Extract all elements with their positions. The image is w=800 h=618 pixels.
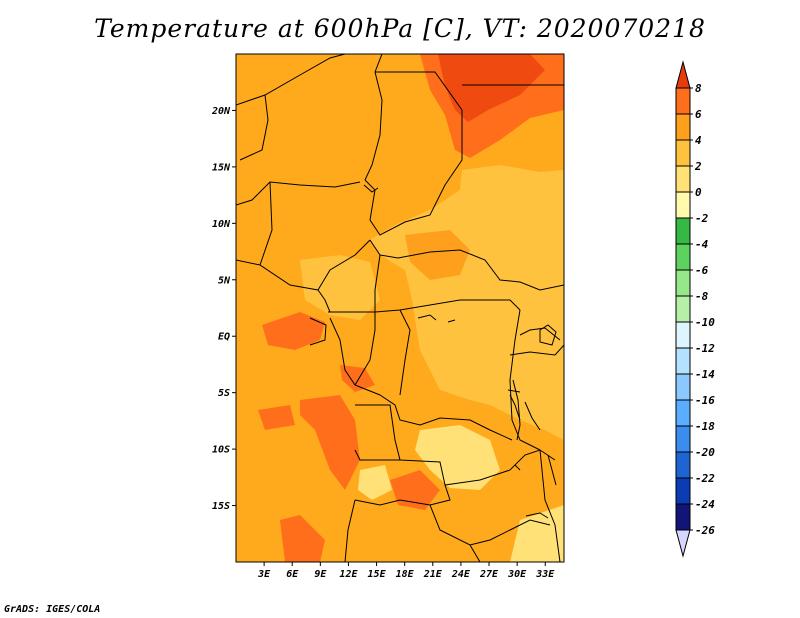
colorbar: 8 6 4 2 0 -2 -4 -6 -8 -10 -12 -14 -16 -18 -20 -22 -24 -26 [675, 60, 715, 558]
lat-tick-label: 5N [218, 275, 231, 286]
colorbar-label: -10 [695, 316, 715, 329]
colorbar-swatch [675, 425, 691, 453]
field-minus2-to-0-southeast [510, 505, 564, 562]
field-0-to-2-sahel [300, 255, 380, 320]
colorbar-swatch [675, 113, 691, 141]
latitude-axis: 20N 15N 10N 5N EQ 5S 10S 15S [211, 106, 236, 512]
lon-tick-label: 33E [535, 569, 555, 580]
field-4-to-6-congo-mouth [340, 365, 375, 392]
colorbar-swatch [675, 347, 691, 375]
colorbar-label: 4 [695, 134, 702, 147]
lon-tick-label: 9E [314, 569, 327, 580]
colorbar-label: -20 [695, 446, 715, 459]
field-2-to-4-chad [405, 230, 470, 280]
country-borders [236, 54, 564, 562]
colorbar-swatch [675, 321, 691, 349]
lon-tick-label: 3E [257, 569, 271, 580]
colorbar-swatch [675, 243, 691, 271]
field-6-to-8-north [438, 54, 545, 122]
colorbar-label: 2 [694, 160, 702, 173]
colorbar-arrow-top [675, 60, 691, 89]
lon-tick-label: 15E [368, 569, 387, 580]
colorbar-swatch [675, 269, 691, 297]
lon-tick-label: 27E [479, 569, 499, 580]
grads-credit: GrADS: IGES/COLA [4, 604, 101, 615]
lat-tick-label: 15S [212, 501, 230, 512]
lat-tick-label: 15N [212, 162, 231, 173]
colorbar-label: -14 [695, 368, 715, 381]
chart-title: Temperature at 600hPa [C], VT: 202007021… [94, 14, 706, 43]
colorbar-label: 0 [695, 186, 702, 199]
colorbar-label: -24 [695, 498, 715, 511]
colorbar-swatch [675, 87, 691, 115]
colorbar-label: -2 [695, 212, 709, 225]
lon-tick-label: 24E [451, 569, 471, 580]
colorbar-swatch [675, 191, 691, 219]
lat-tick-label: 5S [218, 388, 230, 399]
colorbar-swatch [675, 139, 691, 167]
lon-tick-label: 12E [339, 569, 358, 580]
colorbar-arrow-bottom [675, 529, 691, 558]
colorbar-label: -4 [695, 238, 709, 251]
colorbar-swatch [675, 399, 691, 427]
temperature-field [236, 54, 564, 562]
colorbar-swatch [675, 295, 691, 323]
lat-tick-label: 10S [212, 445, 230, 456]
colorbar-swatch [675, 451, 691, 479]
colorbar-label: -16 [695, 394, 715, 407]
colorbar-label: 8 [695, 82, 702, 95]
lat-tick-label: EQ [218, 332, 230, 343]
lon-tick-label: 6E [286, 569, 299, 580]
colorbar-swatch [675, 165, 691, 193]
lon-tick-label: 30E [507, 569, 527, 580]
lon-tick-label: 18E [396, 569, 415, 580]
field-4-to-6-southwest-coast [280, 515, 325, 562]
colorbar-label: -22 [695, 472, 715, 485]
field-4-to-6-west [258, 405, 295, 430]
field-4-to-6-gulf [262, 312, 325, 350]
field-minus2-to-0-south [415, 425, 500, 490]
lon-tick-label: 21E [423, 569, 443, 580]
lat-tick-label: 20N [211, 106, 231, 117]
lat-tick-label: 10N [212, 219, 231, 230]
longitude-axis: 3E 6E 9E 12E 15E 18E 21E 24E 27E 30E 33E [257, 562, 555, 580]
colorbar-swatch [675, 477, 691, 505]
colorbar-label: -8 [695, 290, 709, 303]
colorbar-swatch [675, 503, 691, 531]
colorbar-swatch [675, 217, 691, 245]
colorbar-label: -18 [695, 420, 715, 433]
field-minus2-to-0-angola [358, 465, 392, 500]
colorbar-label: -26 [695, 524, 715, 537]
lake-outlines [363, 184, 557, 519]
colorbar-label: -6 [695, 264, 709, 277]
colorbar-label: 6 [695, 108, 702, 121]
colorbar-swatch [675, 373, 691, 401]
map-frame [235, 53, 565, 563]
colorbar-label: -12 [695, 342, 715, 355]
field-4-to-6-southwest [300, 395, 360, 490]
